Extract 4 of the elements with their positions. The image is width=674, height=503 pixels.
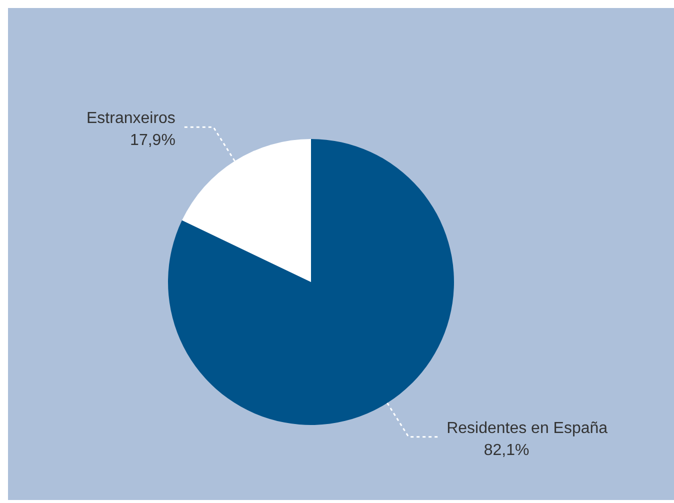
data-label: 82,1%: [484, 442, 530, 459]
slice-label: Estranxeiros: [86, 110, 176, 128]
slice-label: Residentes en España: [446, 420, 608, 437]
data-label: 17,9%: [130, 132, 176, 150]
